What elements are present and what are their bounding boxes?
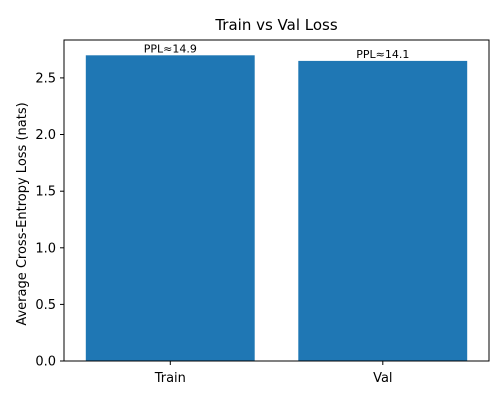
chart-title: Train vs Val Loss: [214, 16, 338, 34]
x-tick-label: Val: [373, 371, 392, 386]
y-tick-label: 1.0: [35, 241, 56, 256]
bar-data-label: PPL≈14.1: [356, 48, 409, 61]
bar-val: [298, 60, 468, 362]
bar-train: [85, 55, 255, 362]
plot-frame: [63, 39, 490, 362]
y-tick-label: 1.5: [35, 185, 56, 200]
plot-area: PPL≈14.9 Train PPL≈14.1 Val 0.0 0.5 1.0 1.5 2.0 2…: [35, 39, 490, 386]
bar-data-label: PPL≈14.9: [144, 42, 197, 55]
y-axis-label: Average Cross-Entropy Loss (nats): [15, 102, 30, 325]
y-tick-label: 2.5: [35, 71, 56, 86]
y-tick-label: 0.5: [35, 298, 56, 313]
y-tick-label: 0.0: [35, 355, 56, 370]
y-tick-label: 2.0: [35, 128, 56, 143]
x-tick-label: Train: [154, 371, 186, 386]
